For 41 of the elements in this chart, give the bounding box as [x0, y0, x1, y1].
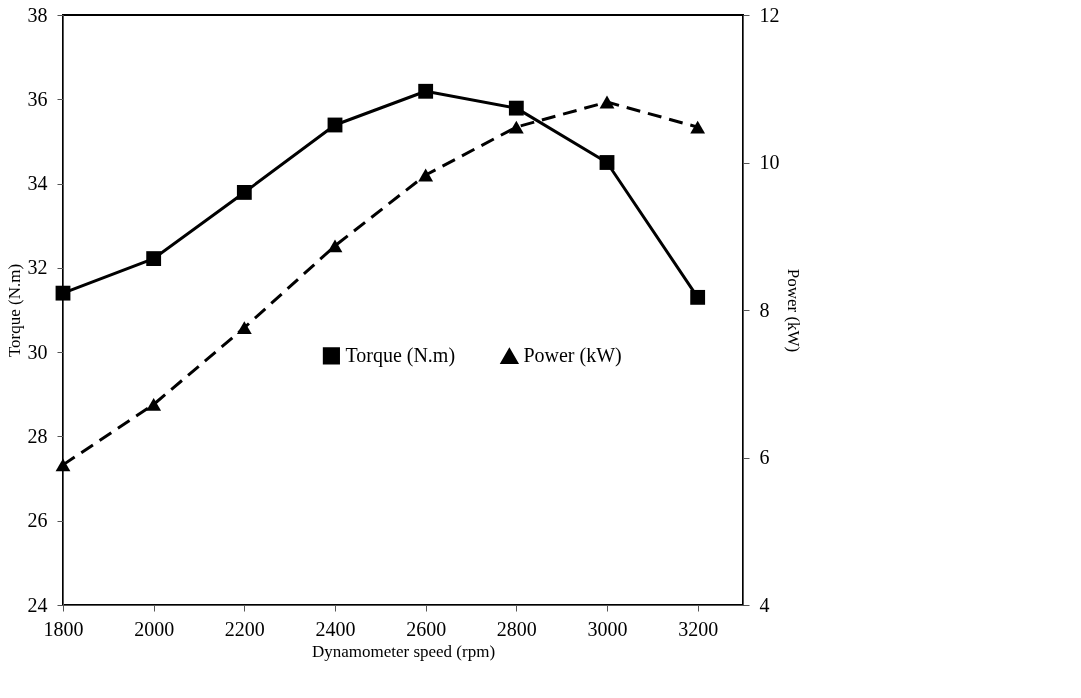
point	[55, 285, 71, 301]
y-tick-label: 36	[27, 87, 48, 110]
point	[690, 120, 706, 134]
y-tick-label: 24	[27, 593, 48, 616]
y2-tick-label: 10	[759, 151, 780, 173]
legend-label: Torque (N.m)	[345, 343, 456, 367]
y-axis-title: Torque (N.m)	[4, 263, 24, 358]
y-tick-label: 34	[27, 172, 48, 195]
x-axis-title: Dynamometer speed (rpm)	[311, 641, 496, 661]
point	[146, 397, 162, 411]
point	[236, 185, 252, 200]
point	[236, 321, 252, 335]
point	[599, 155, 615, 170]
point	[599, 95, 615, 109]
y2-tick-label: 4	[759, 593, 770, 616]
y-tick-label: 32	[27, 256, 48, 279]
point	[508, 100, 524, 116]
y-tick-label: 38	[27, 3, 48, 26]
legend-label: Power (kW)	[523, 344, 622, 368]
point	[690, 289, 706, 305]
y-tick-label: 28	[27, 424, 48, 447]
y-tick-label: 30	[27, 340, 48, 363]
point	[418, 168, 434, 182]
x-tick-label: 3000	[587, 617, 628, 640]
point	[418, 83, 434, 99]
x-tick-label: 2400	[315, 617, 356, 640]
y2-tick-label: 6	[759, 446, 770, 468]
y2-axis-title: Power (kW)	[783, 268, 803, 353]
y-tick-label: 26	[27, 509, 48, 532]
x-tick-label: 1800	[43, 617, 84, 640]
point	[508, 120, 524, 134]
point	[146, 251, 162, 266]
x-tick-label: 2200	[224, 617, 265, 640]
x-tick-label: 3200	[678, 617, 719, 640]
point	[55, 458, 71, 472]
x-tick-label: 2600	[406, 617, 447, 640]
x-tick-label: 2000	[134, 617, 175, 640]
y2-tick-label: 8	[759, 298, 770, 321]
y2-tick-label: 12	[759, 3, 780, 26]
point	[327, 239, 343, 253]
x-tick-label: 2800	[496, 617, 537, 640]
